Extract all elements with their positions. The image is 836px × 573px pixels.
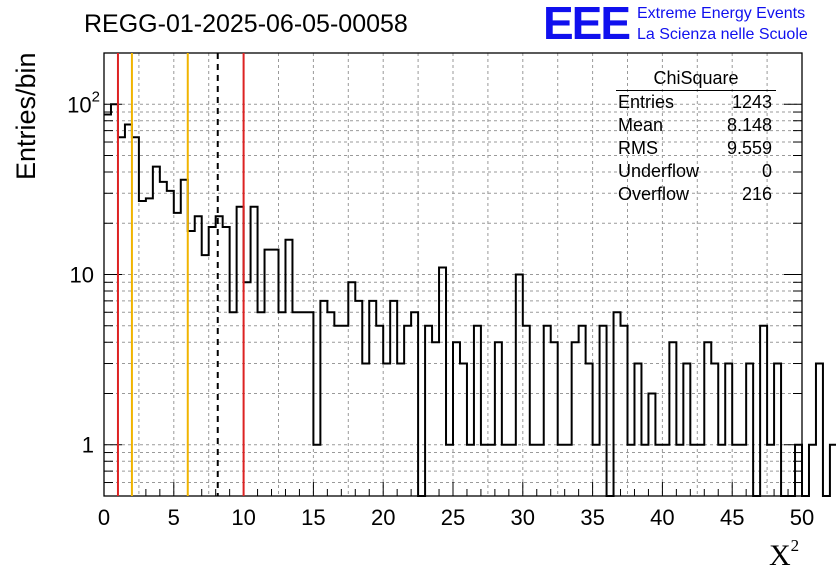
x-tick-label: 45 <box>720 505 744 530</box>
y-tick-label: 10 <box>70 263 94 288</box>
stats-label: Mean <box>618 115 664 135</box>
stats-box: ChiSquare Entries 1243 Mean 8.148 RMS 9.559… <box>614 68 776 206</box>
eee-logo: EEE <box>543 0 631 49</box>
x-tick-label: 5 <box>168 505 180 530</box>
logo-caption: Extreme Energy Events La Scienza nelle S… <box>637 3 808 45</box>
x-tick-label: 20 <box>371 505 395 530</box>
stats-label: Entries <box>618 92 675 112</box>
stats-value: 216 <box>741 184 772 204</box>
x-tick-label: 15 <box>301 505 325 530</box>
x-tick-label: 30 <box>511 505 535 530</box>
y-axis-label: Entries/bin <box>11 52 41 180</box>
stats-row-entries: Entries 1243 <box>614 91 776 114</box>
x-tick-label: 40 <box>650 505 674 530</box>
y-tick-label: 1 <box>82 433 94 458</box>
x-tick-label: 25 <box>441 505 465 530</box>
stats-label: Overflow <box>618 184 690 204</box>
x-tick-label: 0 <box>98 505 110 530</box>
y-tick-label: 102 <box>67 88 100 117</box>
stats-label: RMS <box>618 138 658 158</box>
x-tick-label: 50 <box>790 505 814 530</box>
plot-title: REGG-01-2025-06-05-00058 <box>84 10 408 38</box>
stats-label: Underflow <box>618 161 700 181</box>
stats-value: 0 <box>761 161 772 181</box>
stats-row-overflow: Overflow 216 <box>614 183 776 206</box>
stats-value: 8.148 <box>726 115 772 135</box>
x-tick-label: 10 <box>231 505 255 530</box>
x-axis-label: X2 <box>769 536 800 572</box>
stats-title: ChiSquare <box>616 68 776 91</box>
logo-caption-line2: La Scienza nelle Scuole <box>637 26 808 43</box>
logo-caption-line1: Extreme Energy Events <box>637 5 806 22</box>
stats-row-underflow: Underflow 0 <box>614 160 776 183</box>
histogram-series <box>104 103 836 497</box>
x-tick-label: 35 <box>580 505 604 530</box>
stats-row-rms: RMS 9.559 <box>614 137 776 160</box>
stats-row-mean: Mean 8.148 <box>614 114 776 137</box>
stats-value: 9.559 <box>726 138 772 158</box>
stats-value: 1243 <box>731 92 772 112</box>
